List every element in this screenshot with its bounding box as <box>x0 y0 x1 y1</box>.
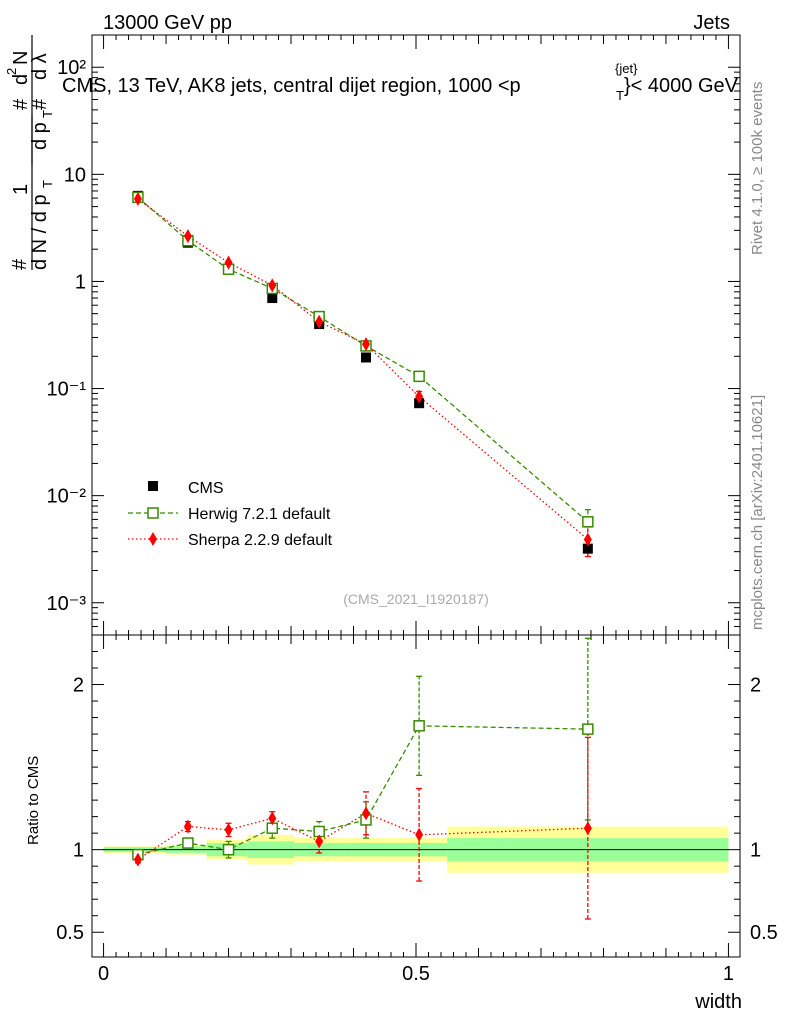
legend-herwig-label: Herwig 7.2.1 default <box>188 506 331 523</box>
sherpa-point <box>268 278 277 293</box>
x-tick-label: 0 <box>98 963 109 985</box>
y-tick-label: 10 <box>64 164 86 186</box>
herwig-line <box>137 196 589 523</box>
ratio-y-tick-label: 2 <box>73 675 84 697</box>
sherpa-ratio-point <box>133 852 142 867</box>
svg-text:N: N <box>10 51 32 65</box>
herwig-point <box>413 370 425 383</box>
chart-title-tail: }< 4000 GeV <box>624 75 739 97</box>
legend-sherpa-marker <box>149 532 157 546</box>
sherpa-point <box>315 314 324 329</box>
x-tick-label: 0.5 <box>402 963 430 985</box>
svg-text:d N / d p: d N / d p <box>29 194 51 270</box>
chart-title-sup: {jet} <box>615 61 638 76</box>
mcplots-label: mcplots.cern.ch [arXiv:2401.10621] <box>749 395 766 630</box>
analysis-id: (CMS_2021_I1920187) <box>343 591 489 607</box>
svg-text:#: # <box>10 98 32 110</box>
sherpa-point <box>415 389 424 404</box>
x-tick-label: 1 <box>723 963 734 985</box>
ratio-y-tick-label-right: 1 <box>750 840 761 862</box>
herwig-ratio-point <box>182 837 194 849</box>
energy-label: 13000 GeV pp <box>103 12 232 34</box>
herwig-ratio-point <box>222 843 235 856</box>
axes: 10⁻³ 10⁻² 10⁻¹ 1 10 10² 0 0.5 1 0.5 0.5 1 1 2 2 <box>47 35 778 985</box>
legend-herwig-marker <box>147 507 159 519</box>
sherpa-point <box>362 337 371 352</box>
y-tick-label: 1 <box>75 271 86 293</box>
sherpa-ratio-point <box>362 806 371 821</box>
y-tick-label: 10⁻¹ <box>47 379 87 401</box>
cms-point <box>582 543 593 554</box>
ratio-ylabel: Ratio to CMS <box>25 756 42 845</box>
herwig-ratio-point <box>582 723 594 735</box>
chart-marks <box>132 190 594 920</box>
sherpa-ratio-point <box>315 834 324 849</box>
x-axis-label: width <box>694 991 742 1013</box>
sherpa-ratio-point <box>183 819 192 834</box>
sherpa-ratio-point <box>583 821 592 836</box>
sherpa-point <box>583 532 592 547</box>
sherpa-ratio-point <box>415 827 424 842</box>
y-tick-label: 10⁻³ <box>47 593 87 615</box>
sherpa-point <box>133 191 142 206</box>
cms-point <box>267 293 278 304</box>
svg-text:T: T <box>40 180 55 188</box>
herwig-point <box>582 516 594 528</box>
legend-cms-label: CMS <box>188 480 224 497</box>
ratio-y-tick-label: 1 <box>73 840 84 862</box>
ratio-y-tick-label-right: 0.5 <box>750 922 778 944</box>
sherpa-ratio-point <box>224 822 233 837</box>
herwig-ratio-point <box>413 720 425 732</box>
svg-text:#: # <box>9 258 31 270</box>
y-tick-label: 10² <box>57 57 86 79</box>
svg-text:d p: d p <box>29 122 51 150</box>
svg-text:2: 2 <box>4 68 19 75</box>
sherpa-point <box>224 255 233 270</box>
svg-text:d: d <box>10 74 32 85</box>
category-label: Jets <box>693 12 730 34</box>
svg-text:d λ: d λ <box>29 53 51 80</box>
sherpa-ratio-point <box>268 811 277 826</box>
y-tick-label: 10⁻² <box>47 486 87 508</box>
ratio-y-tick-label: 0.5 <box>56 922 84 944</box>
ratio-panel-frame <box>91 634 741 958</box>
chart-title: CMS, 13 TeV, AK8 jets, central dijet reg… <box>62 75 521 97</box>
ratio-y-tick-label-right: 2 <box>750 675 761 697</box>
sherpa-point <box>183 229 192 244</box>
cms-point <box>361 352 372 363</box>
legend: CMS Herwig 7.2.1 default Sherpa 2.2.9 de… <box>128 480 333 549</box>
svg-text:T: T <box>40 110 55 118</box>
sherpa-ratio-line <box>137 812 588 861</box>
rivet-label: Rivet 4.1.0, ≥ 100k events <box>749 82 766 255</box>
legend-sherpa-label: Sherpa 2.2.9 default <box>188 532 333 549</box>
chart-title-sub: T <box>616 88 624 103</box>
main-ylabel: # 1 d N / d p T # d 2 N d p T # d λ <box>4 35 55 270</box>
legend-cms-marker <box>148 481 158 491</box>
svg-text:#: # <box>29 98 51 110</box>
svg-text:1: 1 <box>10 184 32 195</box>
